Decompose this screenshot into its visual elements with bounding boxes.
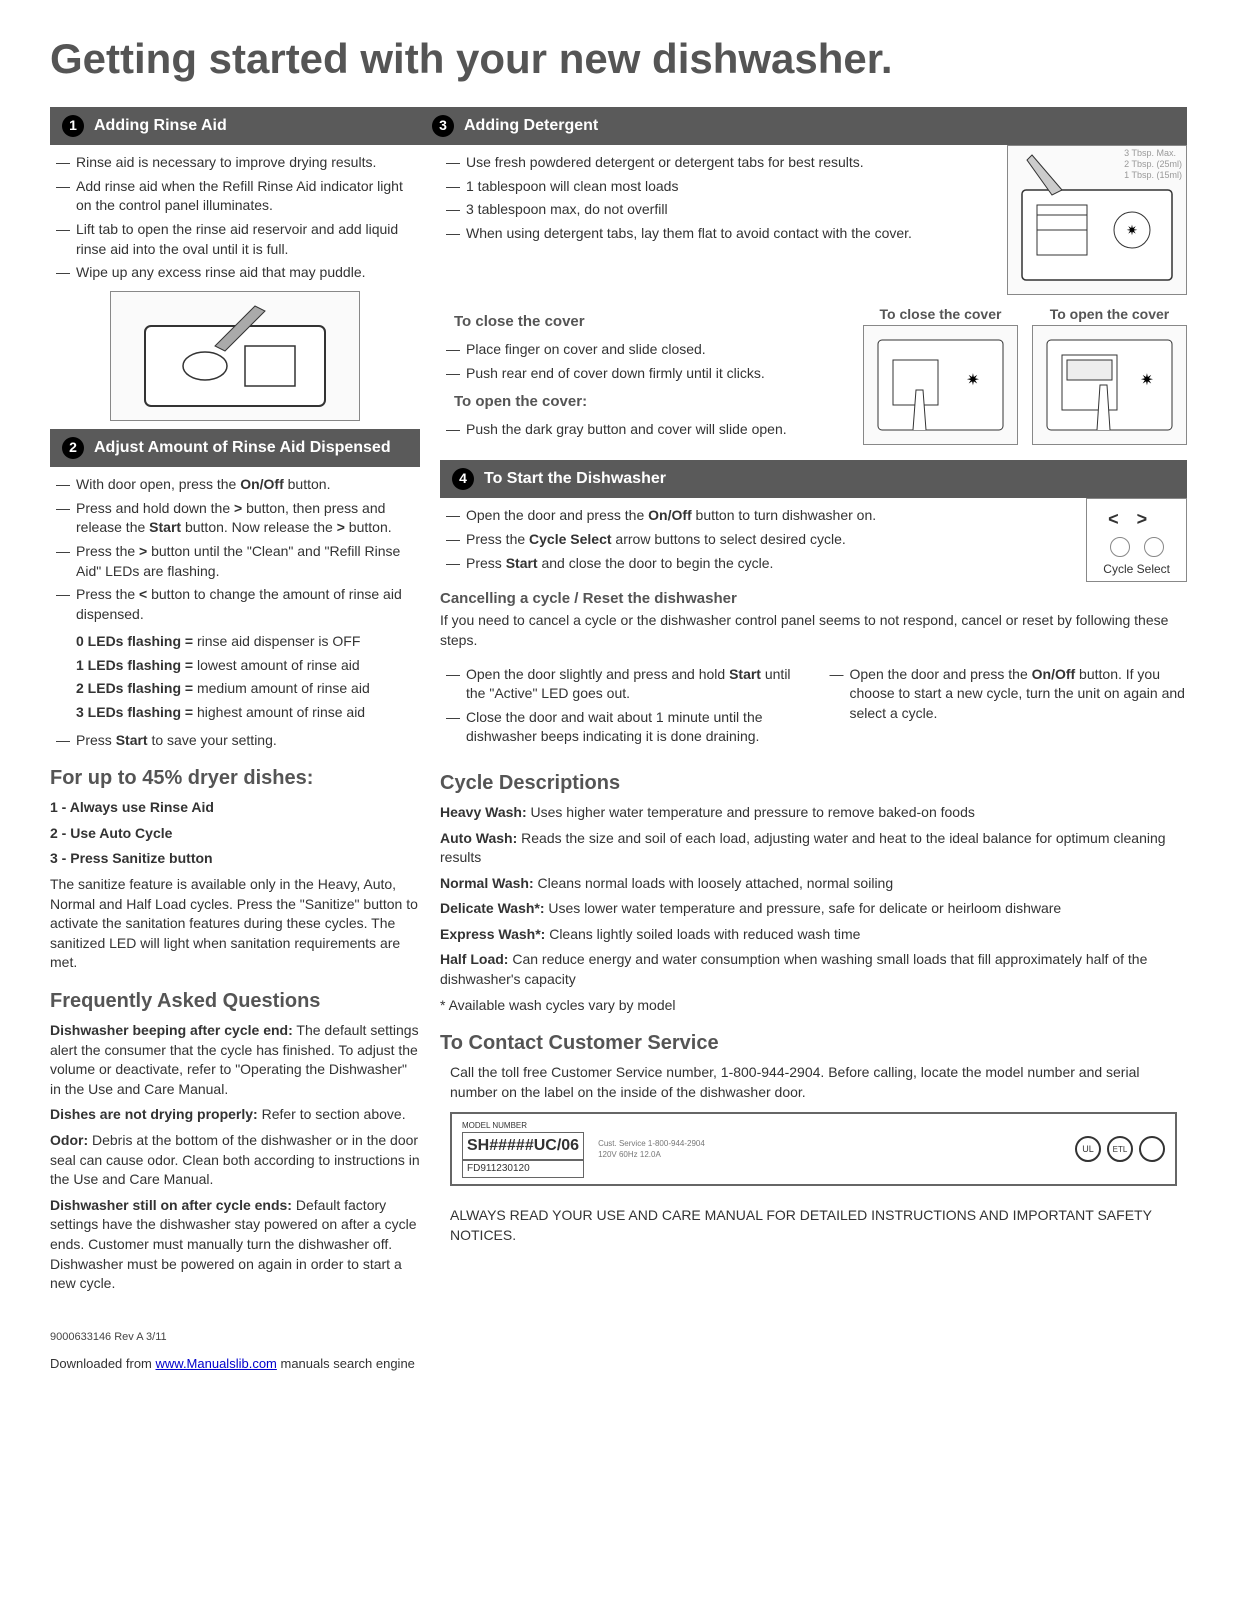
list-item: Press the > button until the "Clean" and… <box>64 542 420 581</box>
list-item: 1 tablespoon will clean most loads <box>454 177 993 197</box>
s2-list: With door open, press the On/Off button.… <box>50 475 420 624</box>
svg-text:✷: ✷ <box>1126 222 1138 238</box>
list-item: With door open, press the On/Off button. <box>64 475 420 495</box>
list-item: Rinse aid is necessary to improve drying… <box>64 153 420 173</box>
section-2-num: 2 <box>62 437 84 459</box>
faq-item: Dishwasher still on after cycle ends: De… <box>50 1196 420 1294</box>
open-cover-diagram: ✷ <box>1032 325 1187 445</box>
always-read-notice: ALWAYS READ YOUR USE AND CARE MANUAL FOR… <box>440 1206 1187 1245</box>
list-item: Press Start and close the door to begin … <box>454 554 1072 574</box>
close-cover-caption: To close the cover <box>863 305 1018 325</box>
fd-number: FD911230120 <box>462 1160 584 1178</box>
svg-text:✷: ✷ <box>1140 372 1153 389</box>
cycle-item: Delicate Wash*: Uses lower water tempera… <box>440 899 1187 919</box>
manualslib-link[interactable]: www.Manualslib.com <box>156 1356 277 1371</box>
list-item: Use fresh powdered detergent or detergen… <box>454 153 993 173</box>
svg-text:✷: ✷ <box>966 372 979 389</box>
cancel-heading: Cancelling a cycle / Reset the dishwashe… <box>440 588 1187 609</box>
tbsp-label: 1 Tbsp. (15ml) <box>1124 170 1182 181</box>
rinse-aid-diagram <box>110 291 360 421</box>
list-item: Press and hold down the > button, then p… <box>64 499 420 538</box>
list-item: Open the door and press the On/Off butto… <box>838 665 1188 724</box>
list-item: Close the door and wait about 1 minute u… <box>454 708 804 747</box>
list-item: Open the door slightly and press and hol… <box>454 665 804 704</box>
section-1-num: 1 <box>62 115 84 137</box>
list-item: Lift tab to open the rinse aid reservoir… <box>64 220 420 259</box>
cycle-item: Heavy Wash: Uses higher water temperatur… <box>440 803 1187 823</box>
section-4-header: 4 To Start the Dishwasher <box>440 460 1187 498</box>
list-item: Press the Cycle Select arrow buttons to … <box>454 530 1072 550</box>
section-4-title: To Start the Dishwasher <box>484 468 666 490</box>
section-2-header: 2 Adjust Amount of Rinse Aid Dispensed <box>50 429 420 467</box>
dryer-step-1: 1 - Always use Rinse Aid <box>50 799 214 815</box>
dryer-paragraph: The sanitize feature is available only i… <box>50 875 420 973</box>
cycle-select-label: Cycle Select <box>1103 561 1170 578</box>
s1-list: Rinse aid is necessary to improve drying… <box>50 153 420 283</box>
contact-heading: To Contact Customer Service <box>440 1029 1187 1057</box>
cancel-intro: If you need to cancel a cycle or the dis… <box>440 611 1187 650</box>
list-item: Add rinse aid when the Refill Rinse Aid … <box>64 177 420 216</box>
list-item: Push rear end of cover down firmly until… <box>454 364 849 384</box>
cycles-heading: Cycle Descriptions <box>440 769 1187 797</box>
faq-item: Odor: Debris at the bottom of the dishwa… <box>50 1131 420 1190</box>
tbsp-label: 3 Tbsp. Max. <box>1124 148 1182 159</box>
section-3-num: 3 <box>432 115 454 137</box>
page-title: Getting started with your new dishwasher… <box>50 30 1187 89</box>
cycle-item: Express Wash*: Cleans lightly soiled loa… <box>440 925 1187 945</box>
section-3-title: Adding Detergent <box>464 115 598 137</box>
detergent-diagram: ✷ 3 Tbsp. Max. 2 Tbsp. (25ml) 1 Tbsp. (1… <box>1007 145 1187 295</box>
tbsp-label: 2 Tbsp. (25ml) <box>1124 159 1182 170</box>
list-item: Open the door and press the On/Off butto… <box>454 506 1072 526</box>
list-item: 3 tablespoon max, do not overfill <box>454 200 993 220</box>
list-item: Press the < button to change the amount … <box>64 585 420 624</box>
section-2-title: Adjust Amount of Rinse Aid Dispensed <box>94 437 391 459</box>
close-cover-heading: To close the cover <box>454 311 849 332</box>
dryer-step-2: 2 - Use Auto Cycle <box>50 825 172 841</box>
dryer-heading: For up to 45% dryer dishes: <box>50 764 420 792</box>
section-3-header: 3 Adding Detergent <box>420 107 1187 145</box>
section-1-title: Adding Rinse Aid <box>94 115 227 137</box>
cycle-item: Normal Wash: Cleans normal loads with lo… <box>440 874 1187 894</box>
list-item: Press Start to save your setting. <box>64 731 420 751</box>
list-item: Wipe up any excess rinse aid that may pu… <box>64 263 420 283</box>
revision-footer: 9000633146 Rev A 3/11 <box>50 1330 1187 1345</box>
dryer-step-3: 3 - Press Sanitize button <box>50 850 213 866</box>
section-4-num: 4 <box>452 468 474 490</box>
open-cover-caption: To open the cover <box>1032 305 1187 325</box>
cycle-select-diagram: <> Cycle Select <box>1086 498 1187 582</box>
faq-heading: Frequently Asked Questions <box>50 987 420 1015</box>
list-item: Push the dark gray button and cover will… <box>454 420 849 440</box>
close-cover-diagram: ✷ <box>863 325 1018 445</box>
faq-item: Dishwasher beeping after cycle end: The … <box>50 1021 420 1099</box>
download-note: Downloaded from www.Manualslib.com manua… <box>50 1355 1187 1373</box>
cycle-item: Auto Wash: Reads the size and soil of ea… <box>440 829 1187 868</box>
list-item: When using detergent tabs, lay them flat… <box>454 224 993 244</box>
open-cover-heading: To open the cover: <box>454 391 849 412</box>
cycles-note: * Available wash cycles vary by model <box>440 996 1187 1016</box>
contact-paragraph: Call the toll free Customer Service numb… <box>440 1063 1187 1102</box>
model-number: SH#####UC/06 <box>462 1132 584 1160</box>
cycle-item: Half Load: Can reduce energy and water c… <box>440 950 1187 989</box>
list-item: Place finger on cover and slide closed. <box>454 340 849 360</box>
faq-item: Dishes are not drying properly: Refer to… <box>50 1105 420 1125</box>
s3-list: Use fresh powdered detergent or detergen… <box>440 153 993 243</box>
section-1-header: 1 Adding Rinse Aid <box>50 107 420 145</box>
label-diagram: MODEL NUMBER SH#####UC/06 FD911230120 Cu… <box>450 1112 1177 1186</box>
